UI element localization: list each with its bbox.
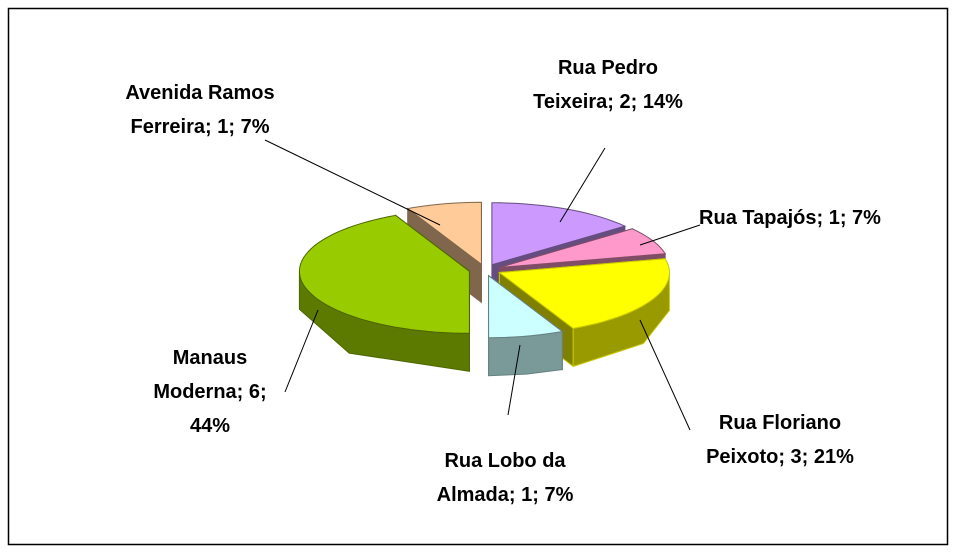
- data-label: Rua Floriano Peixoto; 3; 21%: [706, 412, 854, 468]
- slice-top: [498, 258, 670, 329]
- slice: [298, 214, 470, 372]
- leader-line: [264, 139, 441, 226]
- data-label: Rua Pedro Teixeira; 2; 14%: [533, 57, 683, 113]
- slice-top: [488, 274, 564, 339]
- leader-line: [639, 224, 701, 246]
- leader-line: [284, 309, 319, 393]
- slice-wall: [488, 330, 563, 377]
- leader-line: [507, 344, 521, 416]
- data-label: Rua Lobo da Almada; 1; 7%: [436, 450, 574, 506]
- slice-top: [299, 214, 470, 334]
- slice: [488, 274, 564, 377]
- leader-line: [559, 147, 606, 223]
- data-label: Rua Tapajós; 1; 7%: [699, 207, 881, 229]
- data-label: Manaus Moderna; 6; 44%: [153, 347, 267, 437]
- slice-top: [491, 202, 627, 266]
- data-label: Avenida Ramos Ferreira; 1; 7%: [125, 82, 275, 138]
- leader-line: [639, 319, 691, 431]
